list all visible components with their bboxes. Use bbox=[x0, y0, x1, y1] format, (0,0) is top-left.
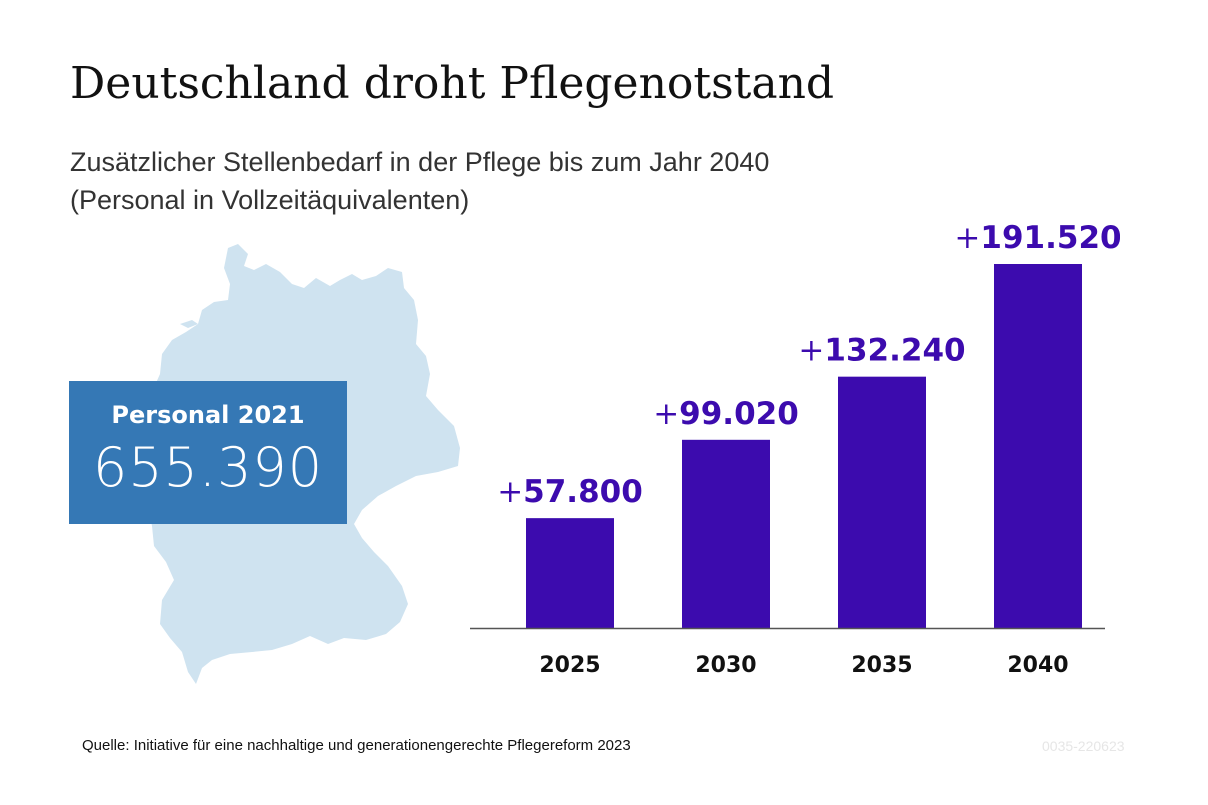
x-tick-label-2035: 2035 bbox=[851, 653, 912, 678]
chart-title: Deutschland droht Pflegenotstand bbox=[70, 58, 835, 109]
personal-2021-box: Personal 2021 655.390 bbox=[69, 381, 347, 524]
source-note: Quelle: Initiative für eine nachhaltige … bbox=[82, 737, 631, 754]
bar-2030 bbox=[682, 439, 770, 628]
x-tick-label-2040: 2040 bbox=[1007, 653, 1068, 678]
bar-chart: +57.800+99.020+132.240+191.520 2025 2030 2… bbox=[470, 220, 1120, 678]
bar-2035 bbox=[838, 376, 926, 628]
personal-2021-label: Personal 2021 bbox=[111, 401, 305, 429]
bar-2025 bbox=[526, 518, 614, 628]
chart-subtitle: Zusätzlicher Stellenbedarf in der Pflege… bbox=[70, 143, 769, 219]
bar-2040 bbox=[994, 264, 1082, 628]
value-label-2030: +99.020 bbox=[653, 396, 799, 432]
x-tick-label-2025: 2025 bbox=[539, 653, 600, 678]
subtitle-line-1: Zusätzlicher Stellenbedarf in der Pflege… bbox=[70, 147, 770, 177]
value-labels-group: +57.800 +99.020 +132.240 +191.520 bbox=[497, 220, 1120, 510]
value-label-2025: +57.800 bbox=[497, 474, 643, 510]
germany-island-shape bbox=[180, 320, 198, 328]
value-label-2035: +132.240 bbox=[798, 333, 965, 369]
bars-group bbox=[526, 264, 1082, 628]
x-tick-label-2030: 2030 bbox=[695, 653, 756, 678]
value-label-2040: +191.520 bbox=[954, 220, 1120, 256]
x-tick-labels-group: 2025 2030 2035 2040 bbox=[539, 653, 1068, 678]
graphic-code: 0035-220623 bbox=[1042, 738, 1125, 754]
personal-2021-value: 655.390 bbox=[92, 436, 324, 499]
subtitle-line-2: (Personal in Vollzeitäquivalenten) bbox=[70, 185, 470, 215]
